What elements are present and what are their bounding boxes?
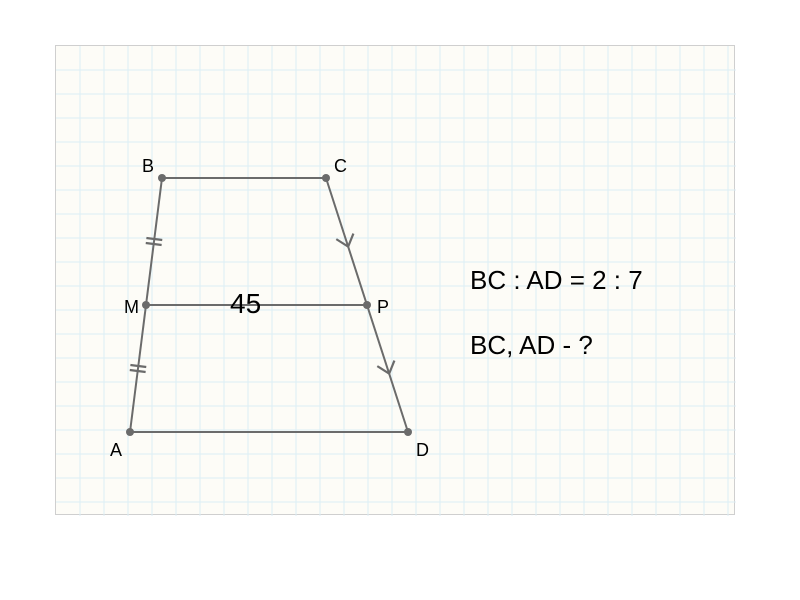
vertex-label-a: A [110, 440, 122, 461]
vertex-label-b: B [142, 156, 154, 177]
canvas: A B C D M P 45 BC : AD = 2 : 7 BC, AD - ? [0, 0, 800, 600]
vertex-label-m: M [124, 297, 139, 318]
problem-statement-question: BC, AD - ? [470, 330, 593, 361]
midsegment-value: 45 [230, 288, 261, 320]
trapezoid-diagram [0, 0, 800, 600]
vertex-label-c: C [334, 156, 347, 177]
vertex-label-p: P [377, 297, 389, 318]
problem-statement-ratio: BC : AD = 2 : 7 [470, 265, 643, 296]
vertex-label-d: D [416, 440, 429, 461]
